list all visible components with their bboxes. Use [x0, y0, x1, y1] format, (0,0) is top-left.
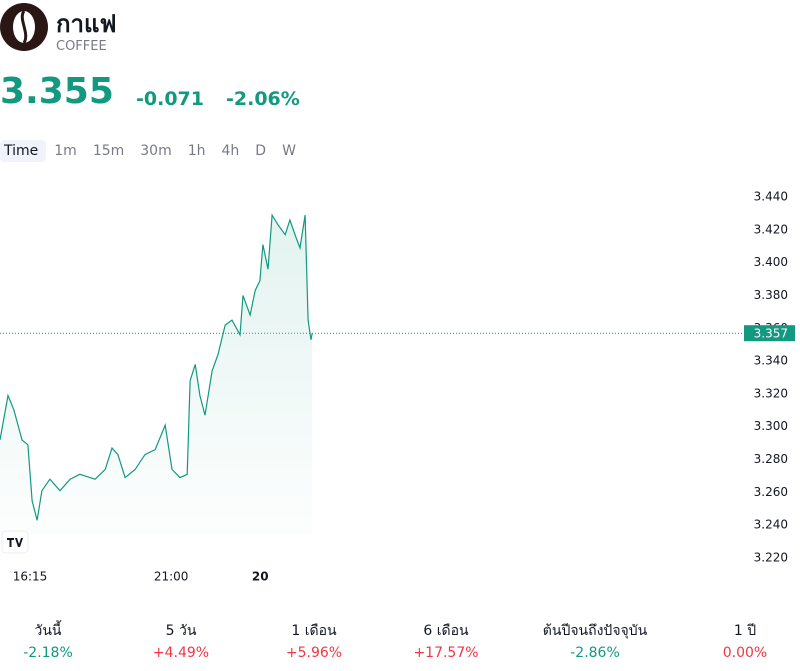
tv-logo: [1, 530, 29, 554]
performance-item[interactable]: 6 เดือน +17.57%: [366, 620, 526, 661]
performance-value: +17.57%: [413, 645, 479, 661]
performance-value: +4.49%: [152, 645, 210, 661]
performance-label: 5 วัน: [165, 623, 197, 639]
y-tick-label: 3.420: [754, 222, 788, 236]
y-tick-label: 3.280: [754, 452, 788, 466]
y-tick-label: 3.340: [754, 354, 788, 368]
x-tick-label: 16:15: [13, 570, 48, 584]
performance-row: วันนี้ -2.18% 5 วัน +4.49% 1 เดือน +5.96% 6 เด…: [0, 620, 800, 664]
symbol-subtitle: COFFEE: [56, 39, 107, 54]
y-tick-label: 3.240: [754, 518, 788, 532]
tv-logo-mark: [7, 538, 23, 547]
current-price-tag: [744, 325, 795, 342]
performance-item[interactable]: 1 เดือน +5.96%: [234, 620, 394, 661]
performance-label: 1 เดือน: [291, 623, 337, 639]
price: 3.355: [0, 71, 114, 112]
performance-item[interactable]: 1 ปี 0.00%: [665, 620, 800, 661]
performance-item[interactable]: วันนี้ -2.18%: [0, 620, 128, 661]
performance-item[interactable]: ต้นปีจนถึงปัจจุบัน -2.86%: [515, 620, 675, 661]
symbol-title: กาแฟ: [56, 10, 117, 38]
timeframe-tab[interactable]: 4h: [221, 143, 240, 159]
price-change-percent: -2.06%: [226, 88, 300, 110]
timeframe-tab[interactable]: 15m: [92, 143, 125, 159]
performance-label: 1 ปี: [733, 623, 757, 639]
price-line: [0, 213, 313, 521]
performance-value: +5.96%: [285, 645, 343, 661]
y-tick-label: 3.220: [754, 550, 788, 564]
tv-logo-bg: [1, 530, 29, 554]
area-fill: [0, 215, 313, 535]
timeframe-tab[interactable]: Time: [0, 140, 47, 162]
y-tick-label: 3.300: [754, 419, 788, 433]
timeframe-tab[interactable]: W: [282, 143, 296, 159]
y-tick-label: 3.260: [754, 485, 788, 499]
timeframe-tab[interactable]: 1h: [187, 143, 206, 159]
x-tick-label: 20: [252, 570, 269, 584]
performance-label: 6 เดือน: [423, 623, 469, 639]
performance-value: -2.18%: [23, 645, 73, 661]
timeframe-tab[interactable]: 1m: [54, 143, 77, 159]
x-tick-label: 21:00: [154, 570, 189, 584]
current-price-label: 3.357: [754, 327, 788, 341]
performance-value: 0.00%: [722, 645, 768, 661]
y-tick-label: 3.320: [754, 386, 788, 400]
performance-item[interactable]: 5 วัน +4.49%: [101, 620, 261, 661]
timeframe-tab[interactable]: 30m: [140, 143, 172, 159]
y-tick-label: 3.440: [754, 190, 788, 204]
timeframe-tabs: Time 1m 15m 30m 1h 4h D W: [0, 140, 304, 162]
performance-label: ต้นปีจนถึงปัจจุบัน: [542, 623, 648, 639]
logo: [0, 3, 48, 51]
performance-label: วันนี้: [34, 623, 62, 639]
chart: 3.2203.2403.2603.2803.3003.3203.3403.360…: [0, 190, 795, 584]
y-tick-label: 3.380: [754, 288, 788, 302]
price-change: -0.071: [136, 88, 204, 110]
y-tick-label: 3.400: [754, 255, 788, 269]
performance-value: -2.86%: [570, 645, 620, 661]
timeframe-tab[interactable]: D: [255, 143, 267, 159]
